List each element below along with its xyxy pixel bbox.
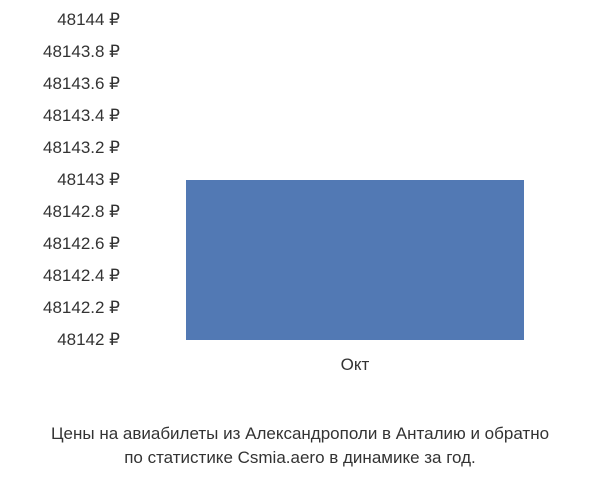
y-axis-label: 48142.6 ₽	[43, 234, 120, 254]
chart-container: 48144 ₽ 48143.8 ₽ 48143.6 ₽ 48143.4 ₽ 48143.…	[0, 0, 600, 500]
plot-area: Окт	[130, 20, 580, 340]
y-axis-label: 48142.8 ₽	[43, 202, 120, 222]
y-axis-label: 48143.6 ₽	[43, 74, 120, 94]
y-axis-label: 48143.2 ₽	[43, 138, 120, 158]
y-axis-label: 48142.2 ₽	[43, 298, 120, 318]
x-axis-label: Окт	[341, 355, 370, 375]
caption-line-1: Цены на авиабилеты из Александрополи в А…	[0, 422, 600, 446]
bar	[186, 180, 524, 340]
y-axis-label: 48144 ₽	[57, 10, 120, 30]
y-axis-label: 48143 ₽	[57, 170, 120, 190]
y-axis-label: 48142.4 ₽	[43, 266, 120, 286]
y-axis-label: 48142 ₽	[57, 330, 120, 350]
chart-caption: Цены на авиабилеты из Александрополи в А…	[0, 422, 600, 470]
caption-line-2: по статистике Csmia.aero в динамике за г…	[0, 446, 600, 470]
y-axis-label: 48143.4 ₽	[43, 106, 120, 126]
y-axis-label: 48143.8 ₽	[43, 42, 120, 62]
